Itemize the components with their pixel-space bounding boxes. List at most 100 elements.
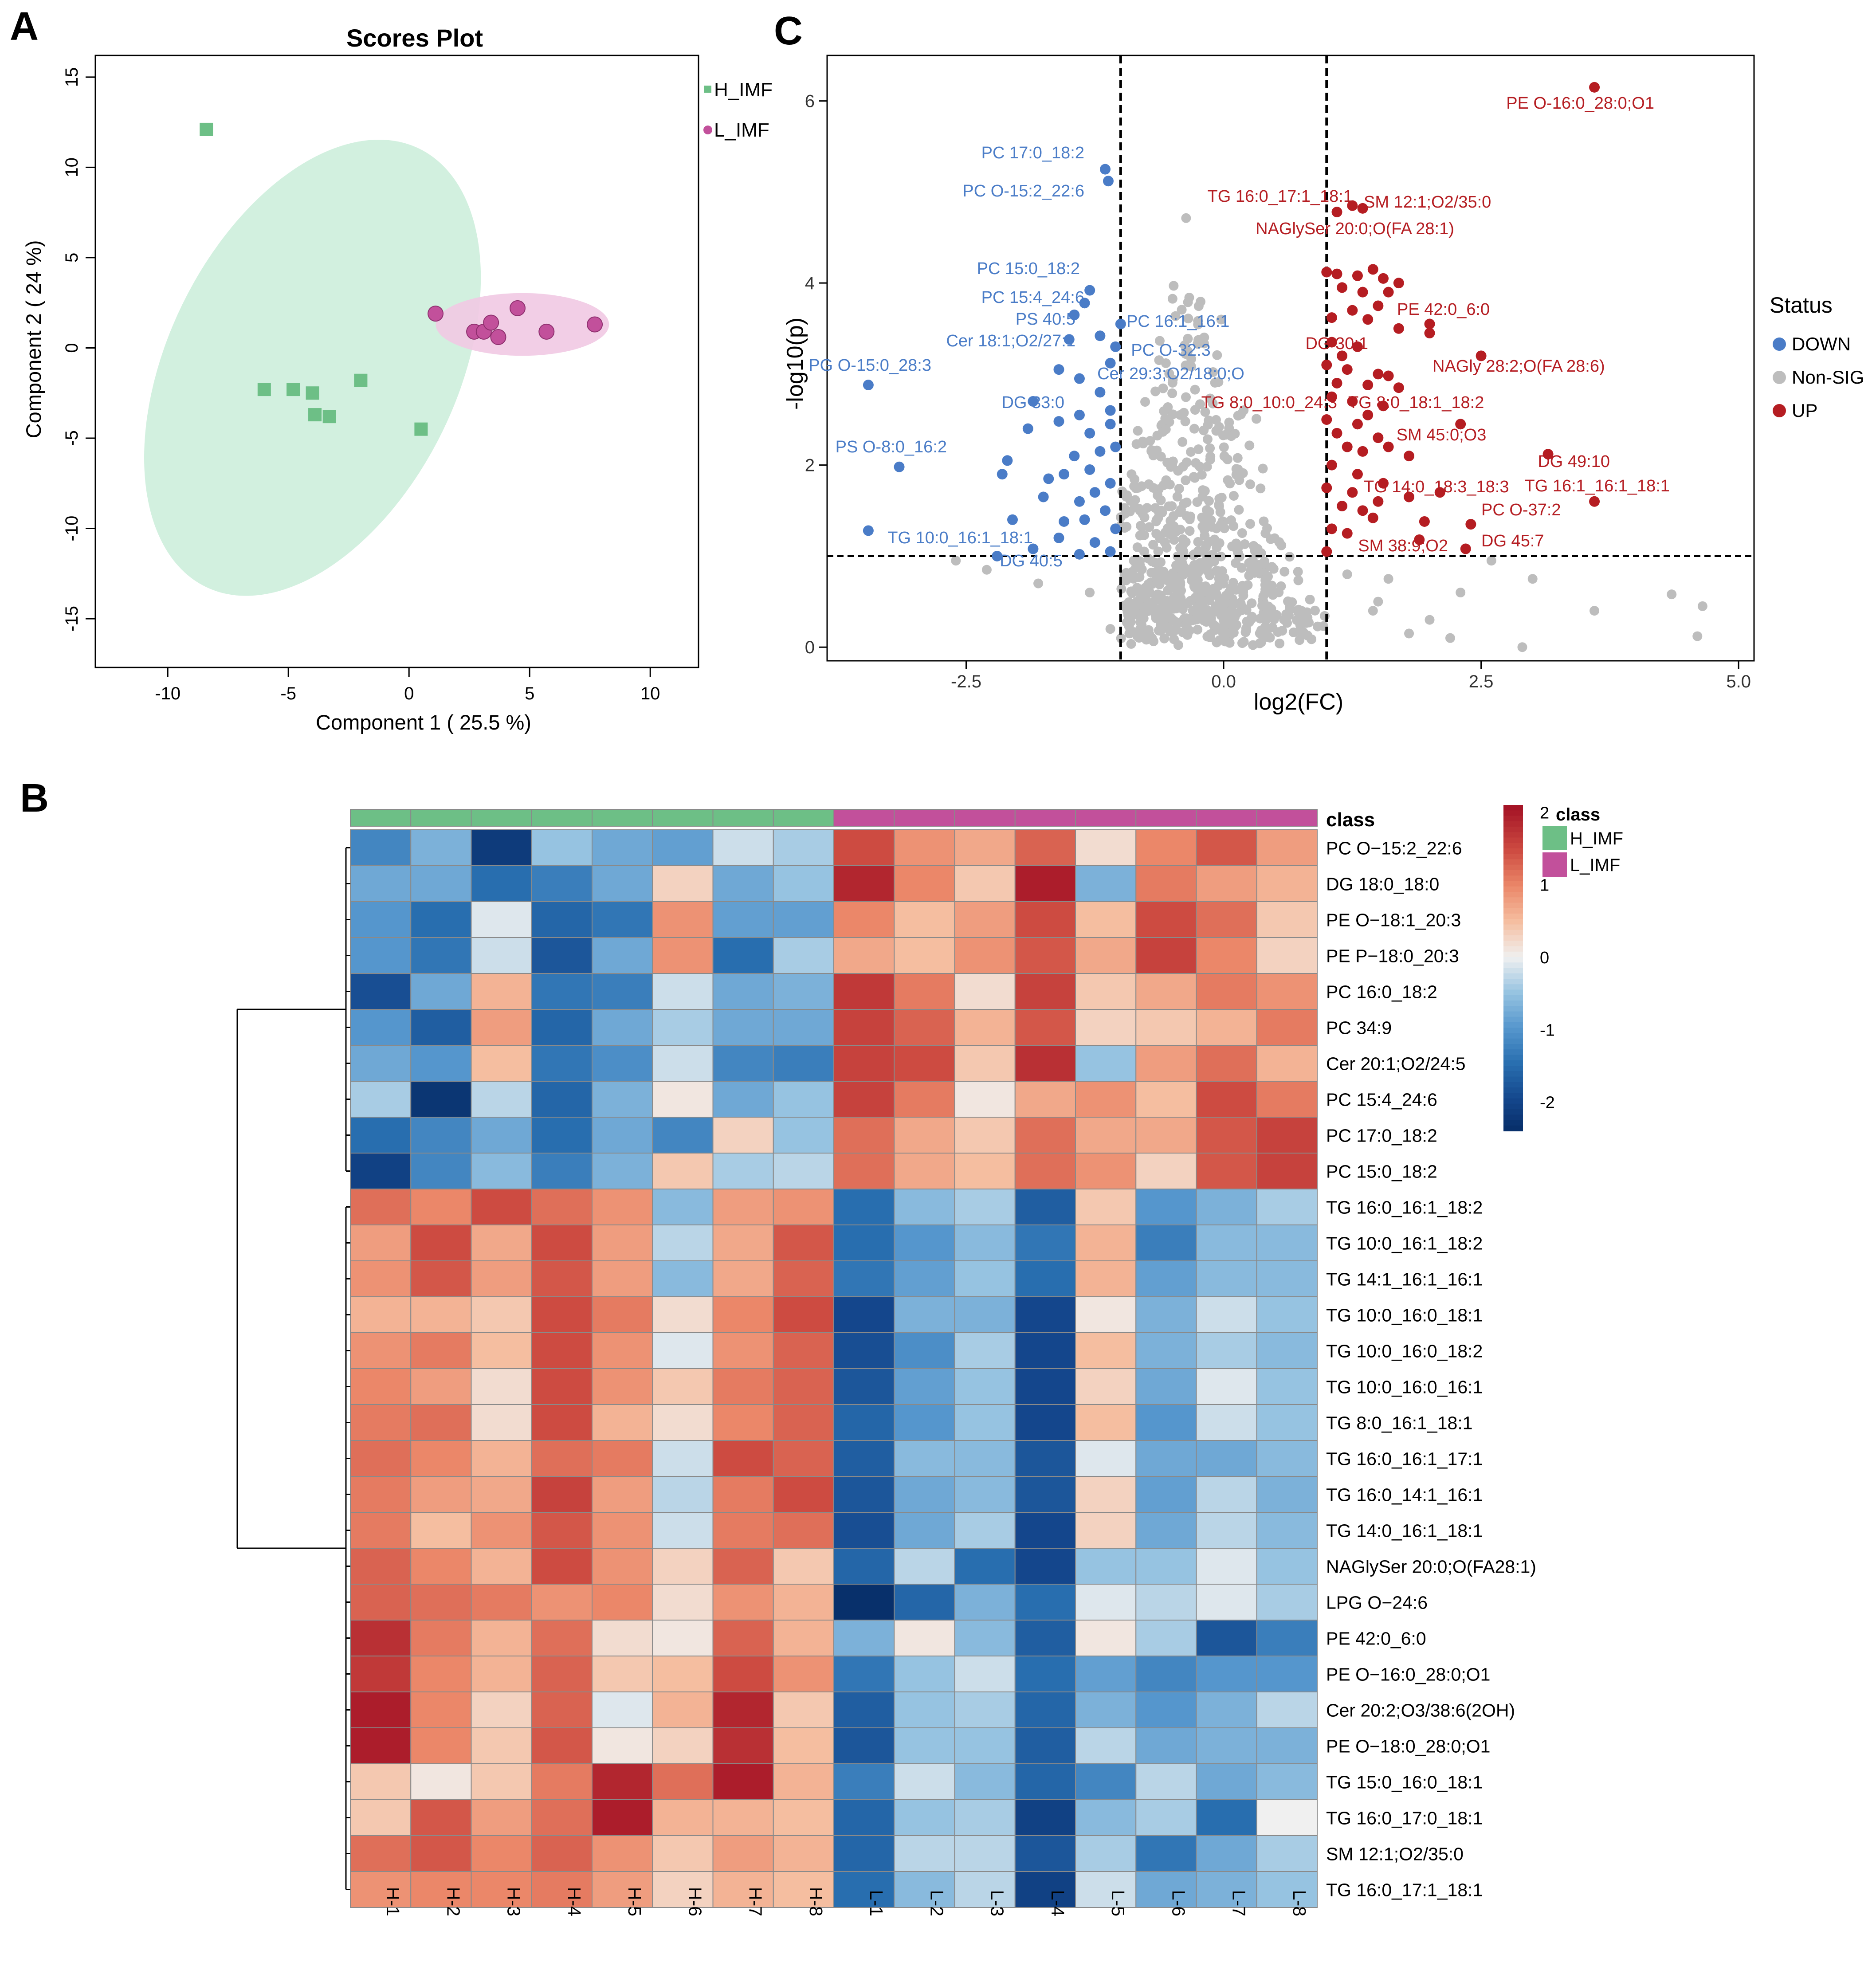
nonsig-point bbox=[1238, 468, 1248, 478]
column-label: H-8 bbox=[806, 1887, 826, 1916]
down-point bbox=[1079, 514, 1090, 525]
nonsig-point bbox=[1303, 612, 1313, 623]
nonsig-point bbox=[1293, 575, 1303, 585]
up-point bbox=[1357, 203, 1368, 214]
up-point bbox=[1373, 432, 1384, 443]
up-point bbox=[1378, 273, 1389, 284]
heatmap-cell bbox=[712, 1440, 774, 1477]
nonsig-point bbox=[1164, 577, 1174, 587]
heatmap-cell bbox=[1196, 1691, 1257, 1728]
heatmap-cell bbox=[652, 1045, 714, 1082]
heatmap-cell bbox=[410, 1332, 472, 1369]
class-annotation-cell bbox=[894, 809, 955, 827]
score-point-h bbox=[257, 383, 271, 396]
nonsig-point bbox=[1220, 617, 1230, 628]
y-tick-label: 0 bbox=[805, 638, 815, 657]
nonsig-point bbox=[1248, 541, 1259, 551]
heatmap-cell bbox=[1135, 1548, 1197, 1585]
heatmap-cell bbox=[712, 937, 774, 974]
nonsig-point bbox=[1205, 570, 1215, 581]
color-scale-step bbox=[1503, 919, 1523, 925]
nonsig-point bbox=[1272, 610, 1282, 620]
heatmap-cell bbox=[592, 1799, 653, 1836]
nonsig-point bbox=[1140, 397, 1150, 407]
heatmap-cell bbox=[1256, 1727, 1318, 1764]
heatmap-cell bbox=[471, 1691, 532, 1728]
nonsig-point bbox=[1135, 530, 1145, 541]
nonsig-point bbox=[1159, 633, 1170, 644]
heatmap-cell bbox=[410, 1763, 472, 1800]
heatmap-cell bbox=[1075, 1260, 1137, 1297]
class-legend-swatch-l bbox=[1542, 852, 1567, 877]
nonsig-point bbox=[1197, 522, 1208, 532]
heatmap-cell bbox=[712, 1727, 774, 1764]
heatmap-cell bbox=[1014, 937, 1076, 974]
heatmap-cell bbox=[1014, 1153, 1076, 1189]
nonsig-point bbox=[1126, 639, 1136, 649]
heatmap-cell bbox=[1196, 1656, 1257, 1692]
heatmap-cell bbox=[592, 1404, 653, 1441]
heatmap-cell bbox=[833, 901, 895, 938]
heatmap-cell bbox=[1014, 1727, 1076, 1764]
heatmap-cell bbox=[410, 1691, 472, 1728]
up-label: TG 16:0_17:1_18:1 bbox=[1208, 187, 1353, 206]
nonsig-point bbox=[1244, 617, 1255, 627]
up-point bbox=[1337, 282, 1348, 293]
confidence-ellipse-2 bbox=[436, 293, 609, 356]
up-point bbox=[1337, 501, 1348, 512]
heatmap-cell bbox=[954, 1045, 1016, 1082]
heatmap-cell bbox=[410, 1117, 472, 1154]
heatmap-cell bbox=[1196, 865, 1257, 902]
heatmap-cell bbox=[592, 1224, 653, 1261]
down-point bbox=[1053, 532, 1064, 543]
row-label: PC 17:0_18:2 bbox=[1326, 1126, 1437, 1146]
heatmap-cell bbox=[531, 1691, 593, 1728]
nonsig-point bbox=[1124, 597, 1134, 607]
heatmap-cell bbox=[471, 1727, 532, 1764]
nonsig-point bbox=[1190, 385, 1200, 395]
heatmap-cell bbox=[954, 865, 1016, 902]
heatmap-cell bbox=[410, 1045, 472, 1082]
heatmap-cell bbox=[592, 901, 653, 938]
heatmap-cell bbox=[350, 865, 412, 902]
heatmap-cell bbox=[954, 1476, 1016, 1513]
class-legend-title: class bbox=[1556, 805, 1600, 824]
heatmap-cell bbox=[712, 1620, 774, 1656]
row-label: TG 8:0_16:1_18:1 bbox=[1326, 1413, 1473, 1433]
heatmap-cell bbox=[592, 1045, 653, 1082]
heatmap-cell bbox=[410, 1153, 472, 1189]
heatmap-cell bbox=[531, 1368, 593, 1405]
heatmap-cell bbox=[410, 1440, 472, 1477]
heatmap-cell bbox=[592, 1189, 653, 1225]
color-scale-step bbox=[1503, 848, 1523, 855]
heatmap-cell bbox=[652, 1871, 714, 1908]
nonsig-point bbox=[1154, 579, 1165, 589]
heatmap-cell bbox=[712, 1153, 774, 1189]
heatmap-cell bbox=[1196, 937, 1257, 974]
heatmap-cell bbox=[652, 1153, 714, 1189]
nonsig-point bbox=[1208, 367, 1218, 377]
up-label: TG 8:0_10:0_24:3 bbox=[1201, 393, 1337, 412]
heatmap-cell bbox=[1014, 1189, 1076, 1225]
heatmap-cell bbox=[471, 1224, 532, 1261]
nonsig-point bbox=[1137, 611, 1147, 621]
x-tick-label: -5 bbox=[280, 684, 296, 703]
up-label: TG 16:1_16:1_18:1 bbox=[1525, 477, 1670, 495]
nonsig-point bbox=[1181, 360, 1191, 370]
heatmap-cell bbox=[954, 1835, 1016, 1872]
heatmap-cell bbox=[1075, 1368, 1137, 1405]
heatmap-cell bbox=[471, 1835, 532, 1872]
heatmap-cell bbox=[652, 1763, 714, 1800]
nonsig-point bbox=[1181, 537, 1191, 547]
color-scale-step bbox=[1503, 1109, 1523, 1115]
heatmap-cell bbox=[350, 1081, 412, 1118]
heatmap-cell bbox=[1075, 1512, 1137, 1549]
color-scale-step bbox=[1503, 903, 1523, 909]
heatmap-cell bbox=[773, 1763, 834, 1800]
heatmap-cell bbox=[1256, 1260, 1318, 1297]
nonsig-point bbox=[1116, 584, 1126, 594]
heatmap-cell bbox=[652, 829, 714, 866]
heatmap-cell bbox=[712, 1189, 774, 1225]
heatmap-cell bbox=[410, 1296, 472, 1333]
